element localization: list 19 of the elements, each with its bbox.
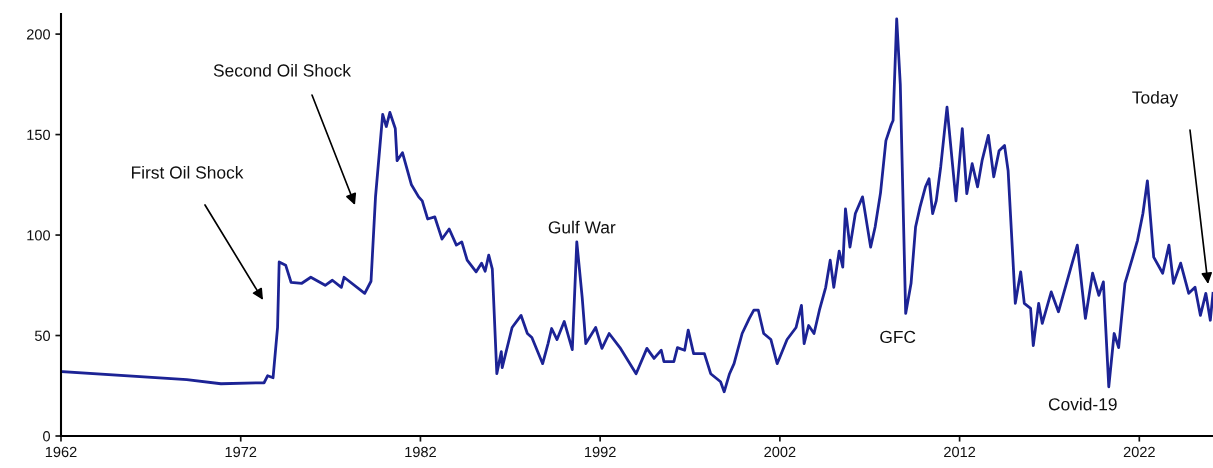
- y-tick-label: 0: [43, 431, 51, 442]
- x-tick-label: 1982: [405, 446, 436, 458]
- x-tick-label: 1992: [585, 446, 616, 458]
- annotation: Gulf War: [548, 220, 616, 234]
- line-series: [61, 17, 1213, 394]
- x-tick-label: 1972: [225, 446, 257, 458]
- y-tick-label: 50: [34, 330, 51, 341]
- y-tick-label: 150: [27, 129, 51, 140]
- x-tick-label: 1962: [45, 446, 77, 458]
- x-tick-label: 2022: [1123, 446, 1155, 458]
- annotation: Second Oil Shock: [213, 63, 352, 77]
- y-tick-label: 200: [26, 29, 51, 40]
- y-tick-label: 100: [27, 230, 51, 241]
- x-tick-label: 2002: [764, 446, 796, 458]
- annotation: Covid-19: [1048, 397, 1117, 411]
- x-tick-label: 2012: [944, 446, 976, 458]
- annotation: Today: [1132, 90, 1179, 108]
- annotation: GFC: [880, 330, 916, 344]
- annotation: First Oil Shock: [131, 165, 244, 179]
